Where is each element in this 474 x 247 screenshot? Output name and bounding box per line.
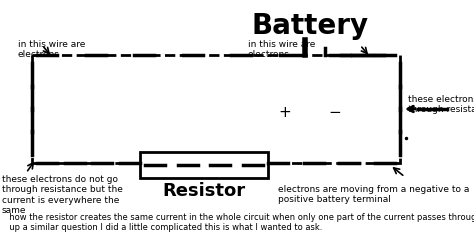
Text: electrons are moving from a negative to a
positive battery terminal: electrons are moving from a negative to … — [278, 185, 469, 205]
Bar — [140, 152, 268, 178]
Text: these electrons are going
through resistance: these electrons are going through resist… — [408, 95, 474, 114]
Bar — [32, 55, 400, 163]
Text: these electrons do not go
through resistance but the
current is everywhere the
s: these electrons do not go through resist… — [2, 175, 123, 215]
Text: Battery: Battery — [251, 12, 369, 40]
Text: in this wire are
electrons: in this wire are electrons — [248, 40, 315, 59]
Text: in this wire are
electrons: in this wire are electrons — [18, 40, 85, 59]
Text: +: + — [279, 104, 292, 120]
Text: Resistor: Resistor — [163, 182, 246, 200]
Text: how the resistor creates the same current in the whole circuit when only one par: how the resistor creates the same curren… — [4, 213, 474, 232]
Text: −: − — [328, 104, 341, 120]
